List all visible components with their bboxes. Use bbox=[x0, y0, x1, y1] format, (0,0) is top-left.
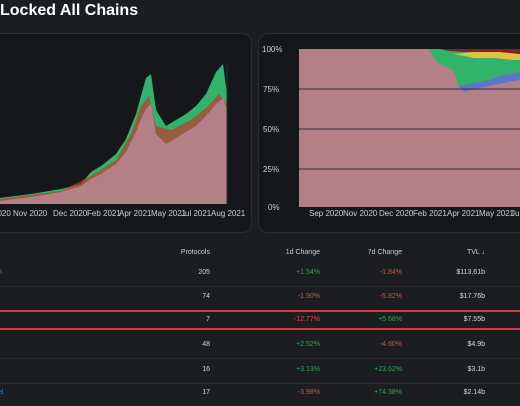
table-row[interactable]: 74 -1.90% -5.82% $17.76b bbox=[0, 288, 520, 310]
x-tick-label: May 2021 bbox=[151, 209, 187, 218]
tvl-value: $3.1b bbox=[467, 366, 485, 373]
protocols-count: 7 bbox=[206, 316, 210, 323]
dominance-100pct-chart: 100% 75% 50% 25% 0% Sep 2020 Nov 2020 De… bbox=[258, 33, 520, 233]
protocols-count: 17 bbox=[202, 389, 210, 396]
change-1d: +3.13% bbox=[296, 366, 320, 373]
col-7d-change[interactable]: 7d Change bbox=[367, 249, 402, 256]
x-tick-label: Apr 2021 bbox=[447, 209, 480, 218]
dominance-chart-svg: 100% 75% 50% 25% 0% Sep 2020 Nov 2020 De… bbox=[262, 45, 520, 218]
chart-area-green bbox=[299, 49, 520, 88]
protocols-count: 205 bbox=[198, 269, 210, 276]
col-tvl[interactable]: TVL ↓ bbox=[466, 249, 485, 256]
col-1d-change[interactable]: 1d Change bbox=[285, 249, 320, 256]
change-1d: +2.52% bbox=[296, 341, 320, 348]
table-row[interactable]: h 205 +1.54% -1.84% $113.61b bbox=[0, 264, 520, 286]
y-tick-label: 0% bbox=[268, 203, 280, 212]
change-7d: +5.68% bbox=[378, 316, 402, 323]
change-1d: +1.54% bbox=[296, 269, 320, 276]
x-tick-label: May 2021 bbox=[479, 209, 515, 218]
chain-name[interactable]: h bbox=[0, 269, 2, 276]
protocols-count: 48 bbox=[202, 341, 210, 348]
x-tick-label: Aug 2021 bbox=[211, 209, 246, 218]
tvl-stacked-area-chart: 2020 Nov 2020 Dec 2020 Feb 2021 Apr 2021… bbox=[0, 33, 252, 233]
change-7d: +74.38% bbox=[374, 389, 402, 396]
table-header: Protocols 1d Change 7d Change TVL ↓ bbox=[0, 244, 520, 266]
chart-area-yellow bbox=[454, 52, 520, 60]
page-title: Locked All Chains bbox=[0, 2, 139, 19]
change-7d: -1.84% bbox=[379, 269, 402, 276]
chart-area-pink bbox=[0, 98, 227, 204]
protocols-count: 74 bbox=[202, 293, 210, 300]
y-tick-label: 50% bbox=[263, 125, 279, 134]
y-tick-label: 25% bbox=[263, 165, 279, 174]
x-tick-label: Jul 2021 bbox=[181, 209, 212, 218]
x-tick-label: Jul 20 bbox=[511, 209, 520, 218]
chains-table: Protocols 1d Change 7d Change TVL ↓ h 20… bbox=[0, 240, 520, 400]
highlight-row-outline bbox=[0, 310, 520, 330]
x-tick-label: 2020 bbox=[0, 209, 11, 218]
tvl-value: $17.76b bbox=[459, 293, 485, 300]
change-7d: +23.62% bbox=[374, 366, 402, 373]
table-row[interactable]: el 17 -3.98% +74.38% $2.14b bbox=[0, 384, 520, 406]
x-tick-label: Sep 2020 bbox=[309, 209, 344, 218]
change-7d: -5.82% bbox=[379, 293, 402, 300]
y-tick-label: 75% bbox=[263, 85, 279, 94]
table-row[interactable]: 16 +3.13% +23.62% $3.1b bbox=[0, 361, 520, 383]
x-tick-label: Dec 2020 bbox=[379, 209, 414, 218]
tvl-value: $7.55b bbox=[463, 316, 485, 323]
change-1d: -12.77% bbox=[293, 316, 320, 323]
x-tick-label: Feb 2021 bbox=[87, 209, 121, 218]
change-1d: -1.90% bbox=[297, 293, 320, 300]
chart-area-blue bbox=[459, 72, 520, 92]
protocols-count: 16 bbox=[202, 366, 210, 373]
change-7d: -4.60% bbox=[379, 341, 402, 348]
table-row[interactable]: 7 -12.77% +5.68% $7.55b bbox=[0, 311, 520, 333]
x-tick-label: Dec 2020 bbox=[53, 209, 88, 218]
tvl-chart-svg: 2020 Nov 2020 Dec 2020 Feb 2021 Apr 2021… bbox=[0, 64, 246, 218]
chain-name[interactable]: el bbox=[0, 389, 4, 396]
chart-area-darkred bbox=[439, 49, 520, 57]
table-row[interactable]: 48 +2.52% -4.60% $4.9b bbox=[0, 336, 520, 358]
x-tick-label: Nov 2020 bbox=[343, 209, 378, 218]
tvl-value: $2.14b bbox=[463, 389, 485, 396]
tvl-value: $113.61b bbox=[456, 269, 485, 276]
x-tick-label: Nov 2020 bbox=[13, 209, 48, 218]
tvl-value: $4.9b bbox=[467, 341, 485, 348]
x-tick-label: Feb 2021 bbox=[413, 209, 447, 218]
col-protocols[interactable]: Protocols bbox=[180, 249, 210, 256]
change-1d: -3.98% bbox=[297, 389, 320, 396]
y-tick-label: 100% bbox=[262, 45, 282, 54]
x-tick-label: Apr 2021 bbox=[119, 209, 152, 218]
